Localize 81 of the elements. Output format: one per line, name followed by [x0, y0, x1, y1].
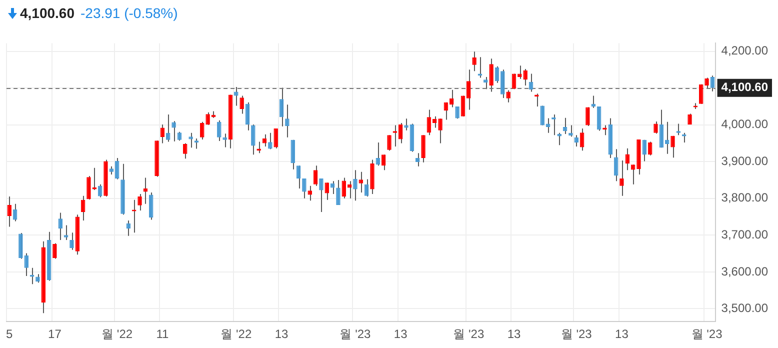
candlestick: [387, 134, 392, 152]
candlestick: [472, 51, 476, 72]
candlestick: [466, 69, 471, 110]
candlestick: [251, 124, 256, 156]
candlestick: [7, 196, 12, 228]
candlestick: [296, 165, 301, 189]
y-tick-label: 3,600.00: [721, 264, 768, 278]
x-tick-label: 월 '23: [560, 327, 592, 342]
candlestick: [206, 112, 210, 126]
candlestick: [546, 118, 550, 134]
candlestick: [172, 120, 176, 142]
chart-title: 4,100.60: [20, 5, 74, 21]
candlestick: [319, 178, 324, 213]
candlestick: [568, 124, 573, 138]
candlestick: [18, 232, 23, 260]
candlestick: [580, 128, 584, 152]
candlestick: [336, 180, 340, 206]
candlestick: [222, 133, 227, 148]
candlestick: [274, 128, 278, 149]
y-tick-label: 3,900.00: [721, 154, 768, 168]
candlestick: [704, 77, 709, 90]
x-tick-label: 월 '22: [220, 327, 252, 342]
candlestick: [688, 113, 692, 125]
candlestick: [70, 232, 74, 250]
candlestick: [143, 177, 148, 204]
candlestick: [58, 212, 63, 240]
candlestick: [353, 170, 358, 202]
candlestick: [217, 120, 222, 142]
candlestick: [138, 193, 142, 212]
candlestick: [455, 106, 460, 120]
candlestick: [290, 139, 295, 170]
candlestick: [421, 134, 426, 163]
ref-line-label: 4,100.60: [721, 80, 768, 94]
candlestick: [438, 118, 442, 144]
candlestick: [654, 121, 658, 134]
candlestick: [586, 106, 590, 126]
candlestick: [183, 142, 188, 160]
y-tick-label: 3,700.00: [721, 227, 768, 242]
candlestick: [484, 76, 488, 90]
x-tick-label: 13: [394, 327, 408, 342]
x-tick-label: 13: [274, 327, 289, 342]
candlestick: [86, 175, 91, 200]
y-tick-label: 4,000.00: [721, 117, 768, 132]
x-tick-label: 월 '23: [691, 327, 723, 342]
candlestick: [404, 118, 408, 131]
candlestick: [234, 86, 238, 106]
candlestick: [148, 192, 154, 220]
y-tick-label: 4,200.00: [721, 44, 768, 58]
x-tick-label: 13: [507, 327, 521, 342]
y-tick-label: 3,500.00: [721, 301, 768, 316]
candlestick: [188, 132, 193, 148]
candlestick: [358, 171, 364, 194]
candlestick: [518, 65, 522, 80]
candlestick: [302, 178, 306, 199]
x-tick-label: 월 '22: [102, 327, 133, 342]
candlestick: [313, 165, 318, 186]
y-tick-label: 3,800.00: [721, 190, 768, 205]
candlestick: [489, 58, 494, 92]
candlestick: [620, 160, 624, 196]
candlestick: [574, 134, 578, 148]
candlestick: [523, 68, 528, 86]
candlestick: [308, 185, 312, 202]
candlestick: [285, 104, 290, 138]
candlestick: [500, 69, 505, 98]
candlestick: [24, 252, 28, 276]
x-tick-label: 17: [48, 327, 62, 342]
candlestick: [670, 135, 675, 158]
candlestick: [370, 159, 374, 194]
candlestick: [240, 95, 244, 114]
candlestick: [200, 121, 204, 140]
candlestick: [506, 90, 510, 103]
x-tick-label: 5: [6, 327, 14, 342]
chart-subtitle: -23.91 (-0.58%): [80, 5, 178, 21]
candlestick: [710, 75, 715, 92]
x-tick-label: 11: [156, 327, 169, 342]
candlestick: [52, 242, 57, 260]
candlestick: [268, 132, 272, 150]
x-tick-label: 13: [615, 327, 629, 342]
x-tick-label: 월 '23: [340, 327, 372, 342]
x-tick-label: 월 '23: [453, 327, 484, 342]
candlestick: [64, 224, 68, 240]
